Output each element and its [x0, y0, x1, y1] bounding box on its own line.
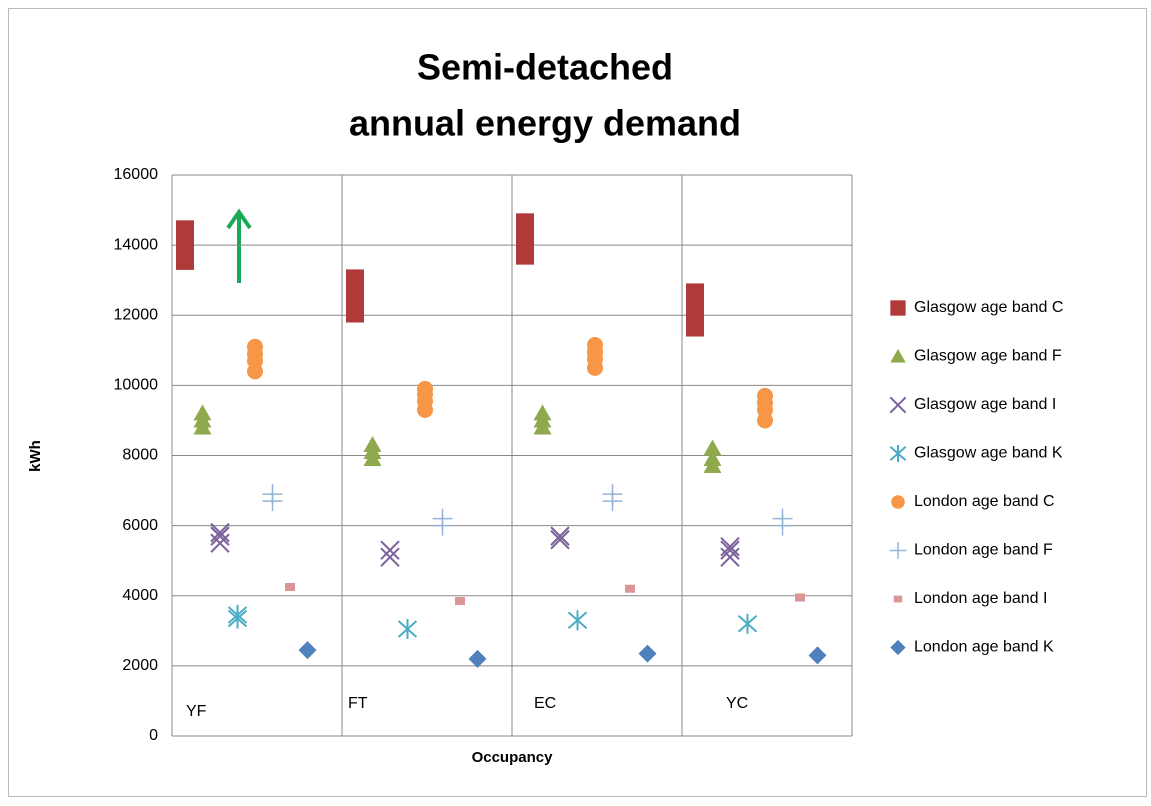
legend-label: London age band K: [914, 639, 1054, 656]
y-tick-label: 8000: [122, 447, 158, 464]
legend-label: Glasgow age band C: [914, 299, 1063, 316]
marker: [363, 435, 382, 452]
marker: [587, 337, 603, 354]
marker: [346, 304, 364, 323]
marker: [686, 318, 704, 337]
marker: [703, 450, 722, 467]
annotation-arrow: [226, 208, 252, 283]
legend-marker: [889, 445, 907, 462]
marker: [533, 404, 552, 421]
marker: [720, 536, 740, 557]
chart-frame: [8, 8, 1147, 797]
legend-label: Glasgow age band I: [914, 396, 1056, 413]
marker: [686, 283, 704, 302]
marker: [227, 605, 248, 626]
y-tick-label: 14000: [114, 236, 159, 253]
marker: [176, 220, 194, 239]
x-tick-label: EC: [534, 695, 556, 712]
marker: [638, 644, 657, 663]
y-tick-label: 0: [149, 727, 158, 744]
marker: [516, 246, 534, 265]
legend-label: London age band C: [914, 493, 1055, 510]
x-axis-title: Occupancy: [472, 749, 554, 766]
marker: [686, 300, 704, 319]
marker: [262, 484, 283, 505]
marker: [757, 387, 773, 404]
legend-label: Glasgow age band F: [914, 348, 1062, 365]
y-tick-label: 4000: [122, 587, 158, 604]
legend-label: London age band I: [914, 590, 1047, 607]
legend-label: London age band F: [914, 542, 1053, 559]
x-tick-label: YC: [726, 695, 748, 712]
legend-marker: [891, 495, 905, 509]
y-tick-label: 10000: [114, 377, 159, 394]
marker: [703, 439, 722, 456]
y-tick-label: 6000: [122, 517, 158, 534]
legend-marker: [893, 595, 903, 603]
marker: [516, 213, 534, 232]
marker: [737, 613, 758, 634]
marker: [625, 584, 635, 593]
marker: [720, 547, 740, 567]
x-tick-label: YF: [186, 703, 207, 720]
marker: [432, 508, 453, 529]
marker: [417, 380, 433, 397]
marker: [210, 533, 230, 553]
marker: [176, 236, 194, 255]
marker: [397, 619, 418, 640]
marker: [808, 646, 827, 665]
marker: [720, 540, 740, 560]
marker: [380, 547, 400, 567]
legend-label: Glasgow age band K: [914, 445, 1063, 462]
x-tick-label: FT: [348, 695, 368, 712]
marker: [346, 269, 364, 288]
y-tick-label: 2000: [122, 657, 158, 674]
legend-marker: [890, 348, 906, 363]
chart-title: Semi-detached: [417, 47, 673, 88]
marker: [210, 526, 230, 546]
marker: [772, 508, 793, 529]
marker: [247, 338, 263, 355]
marker: [346, 286, 364, 305]
marker: [176, 251, 194, 270]
marker: [550, 529, 570, 550]
marker: [285, 582, 295, 591]
chart-title: annual energy demand: [349, 103, 741, 144]
marker: [455, 597, 465, 606]
y-tick-label: 16000: [114, 166, 159, 183]
legend-marker: [889, 542, 907, 559]
marker: [795, 593, 805, 602]
marker: [602, 484, 623, 505]
marker: [193, 404, 212, 421]
legend-marker: [890, 300, 906, 316]
marker: [210, 522, 230, 543]
marker: [550, 526, 570, 546]
legend-marker: [889, 396, 907, 414]
marker: [380, 540, 400, 560]
legend-marker: [890, 639, 906, 656]
marker: [516, 229, 534, 248]
marker: [567, 610, 588, 631]
marker: [468, 649, 487, 668]
y-axis-title: kWh: [27, 440, 44, 472]
y-tick-label: 12000: [114, 306, 159, 323]
marker: [298, 641, 317, 660]
